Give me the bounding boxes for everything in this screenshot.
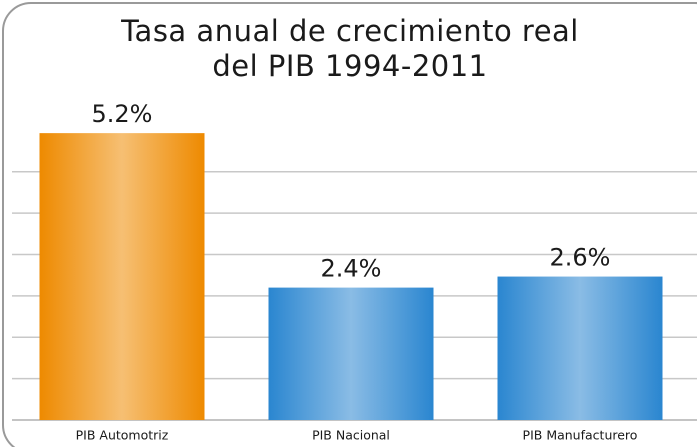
bar: [268, 287, 434, 420]
chart-title: Tasa anual de crecimiento real: [120, 14, 579, 48]
value-label: 2.6%: [550, 244, 611, 272]
x-tick-label: PIB Automotriz: [76, 428, 169, 443]
chart-subtitle: del PIB 1994-2011: [212, 49, 487, 83]
bar: [497, 276, 663, 420]
x-tick-label: PIB Nacional: [312, 428, 390, 443]
value-label: 2.4%: [321, 255, 382, 283]
value-label: 5.2%: [92, 100, 153, 128]
bar: [39, 133, 205, 420]
x-tick-label: PIB Manufacturero: [523, 428, 638, 443]
